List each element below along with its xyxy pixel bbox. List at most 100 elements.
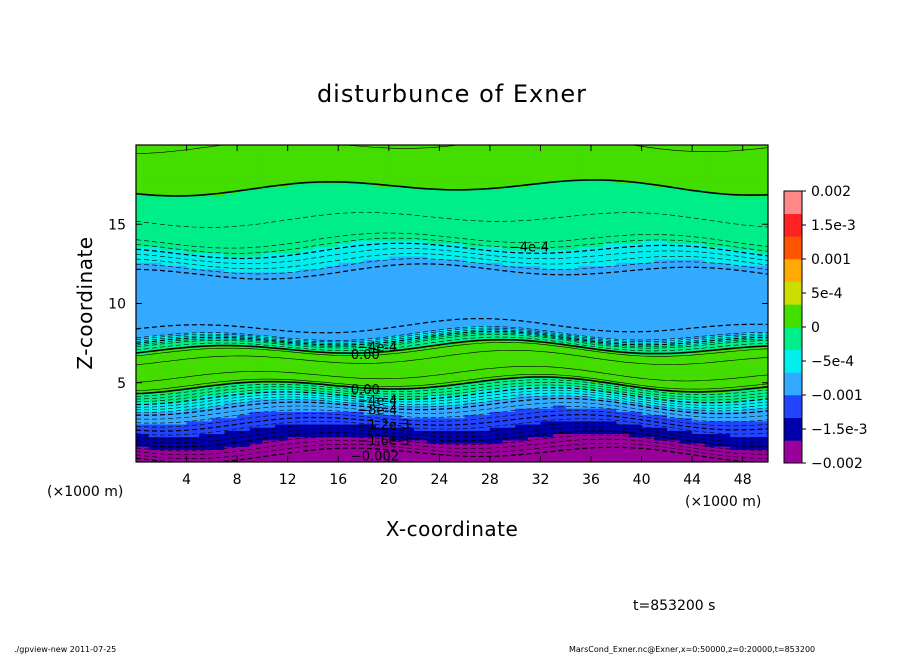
heatmap-cell — [186, 157, 200, 162]
heatmap-cell — [439, 278, 453, 282]
heatmap-cell — [426, 217, 440, 222]
heatmap-cell — [224, 202, 238, 206]
heatmap-cell — [262, 208, 276, 213]
heatmap-cell — [591, 414, 605, 419]
heatmap-cell — [654, 243, 668, 248]
heatmap-cell — [704, 382, 719, 387]
heatmap-cell — [262, 252, 276, 257]
heatmap-cell — [388, 408, 403, 412]
heatmap-cell — [565, 436, 579, 441]
heatmap-cell — [262, 319, 276, 324]
heatmap-cell — [426, 347, 440, 352]
heatmap-cell — [363, 198, 377, 203]
heatmap-cell — [603, 452, 617, 457]
heatmap-cell — [477, 236, 491, 241]
heatmap-cell — [275, 354, 289, 358]
heatmap-cell — [477, 455, 491, 460]
heatmap-cell — [742, 265, 756, 270]
heatmap-cell — [439, 373, 453, 378]
heatmap-cell — [211, 408, 226, 412]
heatmap-cell — [565, 395, 579, 400]
heatmap-cell — [439, 249, 453, 254]
heatmap-cell — [489, 458, 504, 462]
heatmap-cell — [148, 170, 162, 175]
heatmap-cell — [262, 392, 276, 397]
heatmap-cell — [742, 268, 756, 273]
heatmap-cell — [287, 300, 301, 305]
heatmap-cell — [312, 255, 327, 260]
heatmap-cell — [148, 221, 162, 225]
heatmap-cell — [161, 167, 175, 171]
heatmap-cell — [401, 274, 415, 279]
heatmap-cell — [287, 173, 301, 178]
heatmap-cell — [262, 287, 276, 292]
heatmap-cell — [464, 433, 478, 438]
heatmap-cell — [211, 449, 226, 454]
heatmap-cell — [565, 287, 579, 292]
heatmap-cell — [755, 246, 768, 251]
heatmap-cell — [730, 452, 744, 457]
heatmap-cell — [211, 360, 226, 365]
heatmap-cell — [553, 221, 567, 225]
heatmap-cell — [717, 379, 731, 384]
heatmap-cell — [527, 417, 542, 422]
heatmap-cell — [350, 221, 365, 225]
heatmap-cell — [224, 458, 238, 462]
heatmap-cell — [502, 411, 516, 416]
heatmap-cell — [515, 268, 529, 273]
heatmap-cell — [376, 195, 390, 200]
heatmap-cell — [591, 430, 605, 435]
heatmap-cell — [527, 167, 542, 171]
heatmap-cell — [742, 145, 756, 149]
heatmap-cell — [136, 252, 150, 257]
heatmap-cell — [224, 389, 238, 393]
heatmap-cell — [401, 167, 415, 171]
heatmap-cell — [540, 373, 554, 378]
heatmap-cell — [565, 303, 579, 308]
heatmap-cell — [363, 160, 377, 165]
heatmap-cell — [654, 389, 668, 393]
heatmap-cell — [553, 398, 567, 403]
heatmap-cell — [603, 373, 617, 378]
heatmap-cell — [312, 319, 327, 324]
heatmap-cell — [136, 322, 150, 327]
heatmap-cell — [237, 214, 251, 219]
heatmap-cell — [755, 338, 768, 343]
heatmap-cell — [350, 186, 365, 190]
heatmap-cell — [300, 255, 314, 260]
heatmap-cell — [186, 442, 200, 447]
heatmap-cell — [173, 382, 188, 387]
heatmap-cell — [502, 160, 516, 165]
heatmap-cell — [692, 252, 706, 257]
heatmap-cell — [603, 325, 617, 330]
heatmap-cell — [591, 164, 605, 168]
heatmap-cell — [224, 259, 238, 263]
heatmap-cell — [312, 436, 327, 441]
heatmap-cell — [679, 183, 693, 187]
heatmap-cell — [742, 278, 756, 282]
heatmap-cell — [350, 433, 365, 438]
heatmap-cell — [312, 325, 327, 330]
heatmap-cell — [148, 430, 162, 435]
heatmap-cell — [237, 306, 251, 311]
heatmap-cell — [401, 322, 415, 327]
heatmap-cell — [161, 332, 175, 336]
heatmap-cell — [376, 221, 390, 225]
heatmap-cell — [616, 293, 630, 298]
heatmap-cell — [249, 373, 263, 378]
heatmap-cell — [287, 179, 301, 184]
heatmap-cell — [654, 335, 668, 339]
heatmap-cell — [287, 455, 301, 460]
heatmap-cell — [186, 427, 200, 431]
heatmap-cell — [426, 297, 440, 301]
heatmap-cell — [502, 151, 516, 156]
heatmap-cell — [755, 227, 768, 232]
heatmap-cell — [603, 160, 617, 165]
heatmap-cell — [312, 366, 327, 371]
heatmap-cell — [742, 255, 756, 260]
heatmap-cell — [350, 335, 365, 339]
heatmap-cell — [262, 145, 276, 149]
heatmap-cell — [565, 221, 579, 225]
heatmap-cell — [464, 167, 478, 171]
heatmap-cell — [515, 442, 529, 447]
